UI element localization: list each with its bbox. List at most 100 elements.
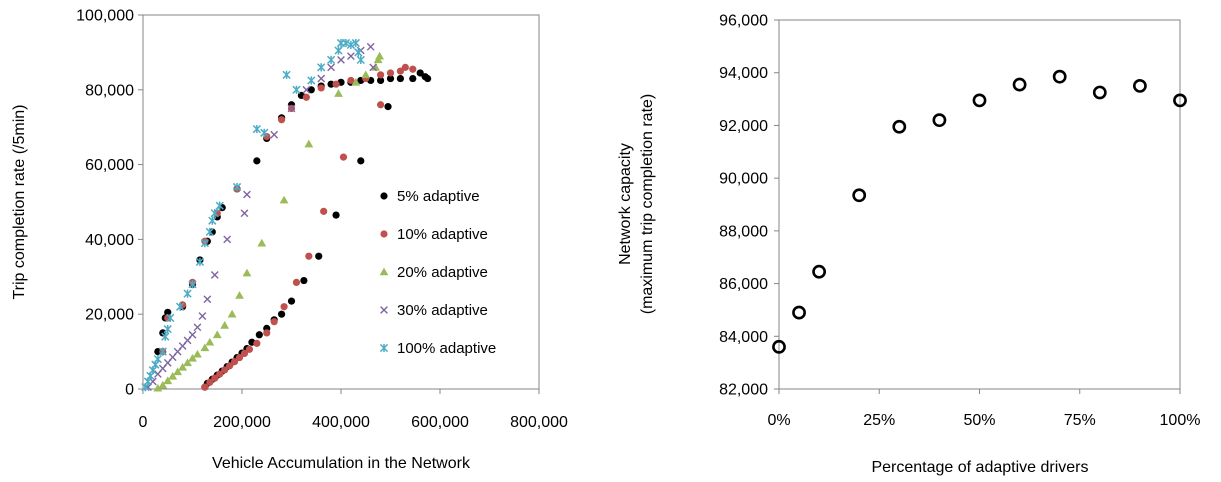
left-y-tick-label: 100,000 [76, 8, 134, 25]
right-y-tick-label: 82,000 [719, 382, 768, 399]
data-point [287, 297, 296, 305]
capacity-point [1092, 85, 1107, 100]
data-point [361, 70, 371, 79]
left-x-tick-label: 0 [139, 414, 148, 431]
capacity-point [852, 188, 867, 203]
data-point [161, 332, 170, 341]
right-x-tick-label: 0% [767, 412, 790, 429]
data-point [253, 157, 261, 165]
data-point [232, 182, 242, 192]
left-y-tick-label: 20,000 [85, 307, 134, 324]
data-point [223, 235, 232, 244]
left-y-tick-label: 0 [125, 382, 134, 399]
data-point [215, 201, 224, 210]
data-point [377, 76, 385, 85]
data-point [220, 321, 230, 329]
data-point [302, 85, 311, 94]
data-point [327, 80, 335, 88]
left-chart: 0 20,000 40,000 60,000 80,000 100,000 0 200,000… [11, 8, 568, 473]
data-point [203, 295, 212, 304]
left-x-tick-label: 600,000 [411, 414, 469, 431]
data-point [377, 71, 385, 79]
right-x-tick-label: 50% [963, 412, 995, 429]
data-point [221, 366, 229, 374]
data-point [341, 38, 351, 48]
data-point [242, 268, 252, 277]
data-point [260, 128, 269, 137]
data-point [371, 62, 381, 71]
data-point [240, 209, 249, 218]
data-point [205, 227, 214, 237]
capacity-point [772, 339, 786, 354]
data-point [200, 239, 210, 248]
data-point [386, 69, 395, 77]
data-point [292, 278, 301, 287]
right-chart: 82,000 84,000 86,000 88,000 90,000 92,000 94,0… [617, 13, 1200, 477]
data-point [175, 302, 185, 311]
data-point [193, 323, 202, 332]
capacity-point [892, 119, 907, 134]
legend-label: 100% adaptive [397, 340, 496, 357]
data-point [332, 80, 340, 88]
right-y-tick-label: 84,000 [719, 329, 768, 346]
data-point [154, 348, 162, 356]
capacity-point [972, 93, 987, 108]
data-point [357, 157, 365, 165]
data-point [280, 303, 288, 311]
capacity-point [792, 305, 806, 320]
left-x-axis-title: Vehicle Accumulation in the Network [212, 455, 471, 472]
data-point [332, 211, 340, 219]
data-point [208, 216, 217, 225]
data-point [270, 130, 279, 139]
data-point [198, 312, 207, 320]
data-point [351, 38, 360, 48]
data-point [305, 252, 313, 260]
legend-label: 30% adaptive [397, 302, 488, 319]
data-point [351, 77, 361, 86]
left-x-tick-label: 400,000 [312, 414, 370, 431]
data-point [317, 74, 326, 83]
capacity-point [1012, 77, 1027, 92]
right-y-axis-title: Network capacity [617, 143, 634, 265]
left-plot-area [142, 14, 540, 390]
capacity-point [1173, 93, 1187, 108]
capacity-point [932, 113, 947, 128]
data-point [347, 76, 355, 85]
data-point [424, 74, 432, 83]
data-point [188, 353, 197, 362]
data-point [255, 331, 263, 339]
right-x-tick-label: 25% [863, 412, 895, 429]
left-y-tick-label: 40,000 [85, 232, 134, 249]
data-point [356, 55, 365, 65]
data-point [416, 69, 424, 77]
data-point [226, 362, 234, 370]
data-point [302, 93, 310, 101]
data-point [317, 84, 325, 92]
data-point [227, 309, 237, 318]
right-y-tick-label: 88,000 [719, 223, 768, 240]
data-point [243, 190, 251, 199]
left-x-tick-label: 800,000 [510, 414, 568, 431]
capacity-point [1052, 69, 1067, 84]
data-point [287, 104, 296, 113]
data-point [210, 209, 219, 218]
data-point [346, 40, 356, 50]
data-point [216, 370, 224, 378]
capacity-point [1133, 78, 1147, 93]
data-point [334, 89, 343, 97]
data-point [278, 116, 286, 124]
data-point [235, 291, 244, 299]
data-point [240, 349, 249, 358]
data-point [307, 86, 315, 94]
data-point [282, 70, 291, 79]
data-point [235, 353, 244, 362]
left-y-axis-title: Trip completion rate (/5min) [11, 104, 28, 299]
data-point [188, 280, 197, 289]
legend-marker [379, 343, 389, 353]
data-point [163, 325, 172, 334]
data-point [377, 101, 385, 109]
data-point [307, 76, 316, 85]
data-point [173, 367, 183, 376]
legend-marker [380, 230, 388, 238]
